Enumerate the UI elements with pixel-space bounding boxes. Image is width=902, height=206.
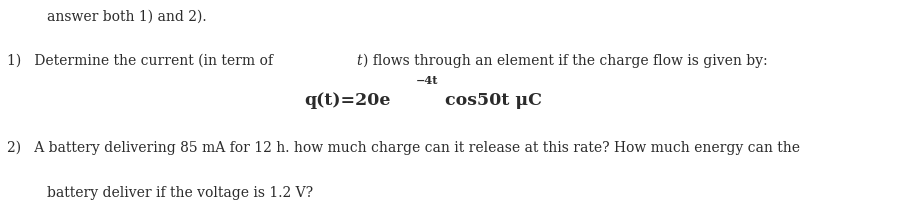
Text: q(t)=20e: q(t)=20e (304, 91, 390, 108)
Text: 1)   Determine the current (in term of: 1) Determine the current (in term of (7, 54, 277, 68)
Text: −4t: −4t (415, 75, 437, 85)
Text: t: t (355, 54, 362, 68)
Text: 2)   A battery delivering 85 mA for 12 h. how much charge can it release at this: 2) A battery delivering 85 mA for 12 h. … (7, 140, 799, 154)
Text: battery deliver if the voltage is 1.2 V?: battery deliver if the voltage is 1.2 V? (47, 185, 313, 199)
Text: answer both 1) and 2).: answer both 1) and 2). (47, 9, 207, 23)
Text: cos50t μC: cos50t μC (444, 91, 541, 108)
Text: ) flows through an element if the charge flow is given by:: ) flows through an element if the charge… (363, 54, 767, 68)
